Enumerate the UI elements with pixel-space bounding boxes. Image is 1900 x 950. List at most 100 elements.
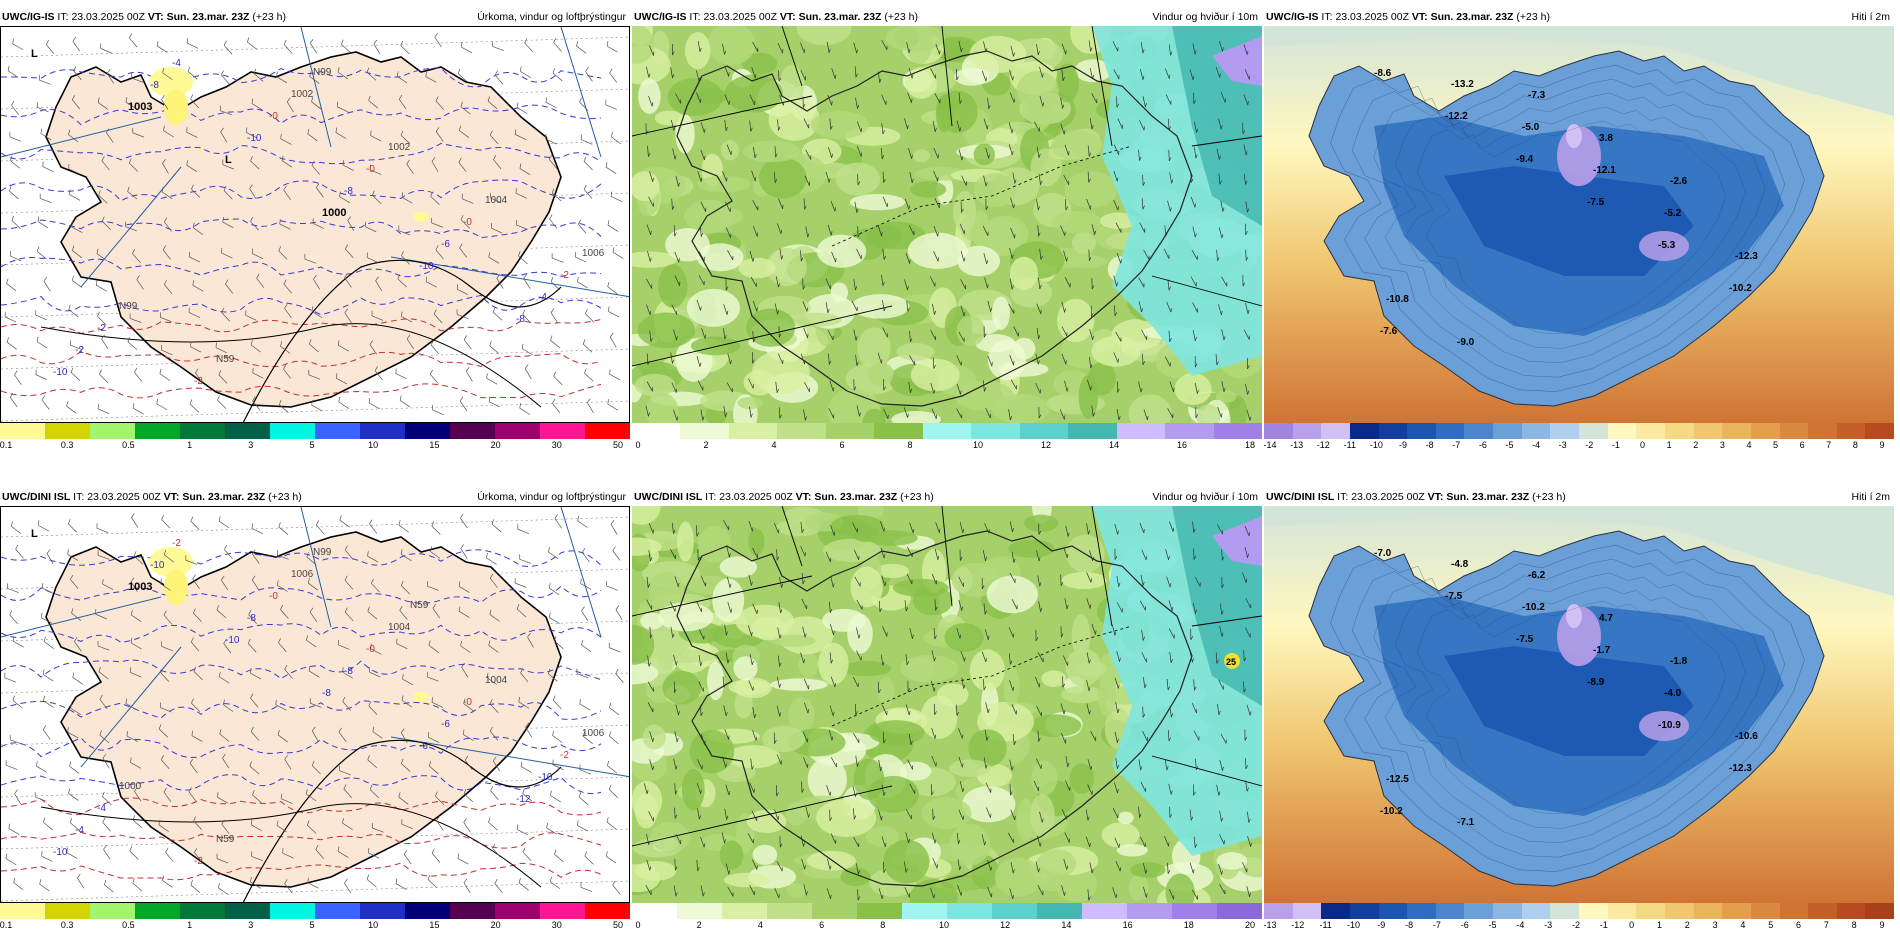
temperature-label: -7.5 (1516, 634, 1534, 645)
colorbar-swatch (971, 423, 1020, 439)
temperature-label: -12.5 (1386, 774, 1409, 785)
temperature-label: -1.7 (1593, 645, 1611, 656)
colorbar-swatch (270, 423, 315, 439)
colorbar-swatch (135, 423, 180, 439)
model-name: UWC/IG-IS (2, 11, 55, 23)
colorbar-tick-label: 10 (938, 920, 950, 930)
colorbar-tick-label: 12 (1000, 920, 1011, 930)
temperature-label: -4.8 (1451, 559, 1469, 570)
colorbar-swatch (1407, 903, 1436, 919)
wind-map (632, 26, 1262, 423)
panel-header: UWC/IG-IS IT: 23.03.2025 00Z VT: Sun. 23… (1264, 8, 1894, 26)
run-info: UWC/IG-IS IT: 23.03.2025 00Z VT: Sun. 23… (1266, 8, 1550, 26)
it-label: IT: (57, 11, 69, 23)
colorbar-swatches (632, 423, 1263, 439)
colorbar-swatch (1865, 903, 1895, 919)
it-value: 23.03.2025 00Z (1351, 491, 1425, 503)
colorbar-swatch (495, 423, 540, 439)
colorbar-tick-label: 5 (1773, 440, 1779, 450)
map-panel-temp: UWC/IG-IS IT: 23.03.2025 00Z VT: Sun. 23… (1263, 8, 1895, 458)
vt-value: Sun. 23.mar. 23Z (1430, 11, 1514, 23)
colorbar-swatch (1836, 423, 1866, 439)
colorbar-swatch (450, 423, 495, 439)
temperature-label: -7.5 (1587, 197, 1605, 208)
vt-value: Sun. 23.mar. 23Z (798, 11, 882, 23)
colorbar-tick-label: 8 (1851, 920, 1857, 930)
colorbar-swatch (1116, 423, 1166, 439)
map-label: -8 (516, 314, 525, 325)
colorbar-tick-label: 4 (771, 440, 777, 450)
colorbar-tick-label: 14 (1108, 440, 1120, 450)
map-panel-precip: UWC/DINI ISL IT: 23.03.2025 00Z VT: Sun.… (0, 488, 630, 938)
colorbar-tick-label: 6 (839, 440, 845, 450)
colorbar-labels: 0 2 4 6 8 10 12 14 16 18 20 (632, 920, 1262, 932)
colorbar-tick-label: -14 (1263, 440, 1277, 450)
temperature-label: -10.8 (1386, 294, 1409, 305)
colorbar-tick-label: 50 (612, 440, 624, 450)
colorbar-swatch (225, 903, 270, 919)
colorbar-swatch (992, 903, 1037, 919)
colorbar-tick-label: 1 (1666, 440, 1672, 450)
temperature-label: -12.3 (1735, 251, 1758, 262)
run-info: UWC/IG-IS IT: 23.03.2025 00Z VT: Sun. 23… (634, 8, 918, 26)
temperature-label: 3.8 (1599, 133, 1613, 144)
temp-map: -7.0 -7.5 -7.5 -8.9 -10.9 -12.3 -10.2 -4.8 -10.2… (1264, 506, 1894, 903)
colorbar-swatch (360, 903, 405, 919)
panel-title: Úrkoma, vindur og loftþrýstingur (477, 491, 626, 503)
colorbar-tick-label: 6 (1799, 440, 1805, 450)
map-panel-wind: UWC/DINI ISL IT: 23.03.2025 00Z VT: Sun.… (632, 488, 1262, 938)
temperature-label: -6.2 (1528, 570, 1546, 581)
map-label: -4 (538, 292, 547, 303)
colorbar-tick-label: 0 (635, 920, 641, 930)
colorbar-swatch (1349, 903, 1379, 919)
colorbar-swatch (947, 903, 992, 919)
colorbar-swatch (1165, 423, 1214, 439)
temperature-label: -10.6 (1735, 731, 1758, 742)
map-label: 1003 (128, 101, 152, 113)
colorbar-tick-label: 1 (1656, 920, 1662, 930)
map-label: L (31, 48, 38, 60)
lead-time: (+23 h) (268, 491, 302, 503)
colorbar-tick-label: -7 (1452, 440, 1461, 450)
map-label: -12 (516, 794, 531, 805)
colorbar-swatch (540, 423, 585, 439)
map-label: L (31, 528, 38, 540)
colorbar-labels: 0.1 0.3 0.5 1 3 5 10 15 20 30 50 (0, 440, 630, 452)
colorbar-swatch (902, 903, 947, 919)
temperature-label: -2.6 (1670, 176, 1688, 187)
colorbar: 0.1 0.3 0.5 1 3 5 10 15 20 30 50 (0, 903, 630, 933)
colorbar-tick-label: -12 (1291, 920, 1305, 930)
map-label: N59 (410, 600, 429, 611)
map-label: -10 (53, 847, 68, 858)
colorbar-swatch (632, 423, 681, 439)
vt-label: VT: (779, 11, 796, 23)
temperature-label: -5.2 (1664, 208, 1682, 219)
colorbar-tick-label: 10 (972, 440, 984, 450)
map-canvas: L 1003 L 1000 -10 -8 -10 -8 -10 -8 -6 -4 -2 -4 -0 -0 -0 -… (0, 26, 630, 423)
colorbar-tick-label: 7 (1823, 920, 1829, 930)
colorbar-tick-label: 10 (368, 440, 379, 450)
map-label: -10 (538, 772, 553, 783)
map-label: -2 (560, 270, 569, 281)
map-label: N99 (119, 301, 138, 312)
colorbar-swatch (1722, 903, 1751, 919)
colorbar-swatch (180, 423, 225, 439)
colorbar: 0.1 0.3 0.5 1 3 5 10 15 20 30 50 (0, 423, 630, 453)
colorbar-swatch (1693, 423, 1723, 439)
colorbar-tick-label: -9 (1399, 440, 1408, 450)
map-canvas (632, 26, 1262, 423)
colorbar-tick-label: -10 (1369, 440, 1383, 450)
colorbar-tick-label: 4 (757, 920, 763, 930)
colorbar-swatch (1217, 903, 1262, 919)
run-info: UWC/IG-IS IT: 23.03.2025 00Z VT: Sun. 23… (2, 8, 286, 26)
temperature-label: 4.7 (1599, 613, 1613, 624)
vt-label: VT: (163, 491, 180, 503)
colorbar-swatch (1378, 903, 1408, 919)
map-canvas: -7.0 -7.5 -7.5 -8.9 -10.9 -12.3 -10.2 -4.8 -10.2… (1264, 506, 1894, 903)
colorbar-swatch (1636, 903, 1665, 919)
colorbar-swatches (632, 903, 1262, 919)
panel-header: UWC/DINI ISL IT: 23.03.2025 00Z VT: Sun.… (632, 488, 1262, 506)
vt-value: Sun. 23.mar. 23Z (1446, 491, 1530, 503)
colorbar-tick-label: -1 (1599, 920, 1608, 930)
colorbar-swatch (135, 903, 180, 919)
